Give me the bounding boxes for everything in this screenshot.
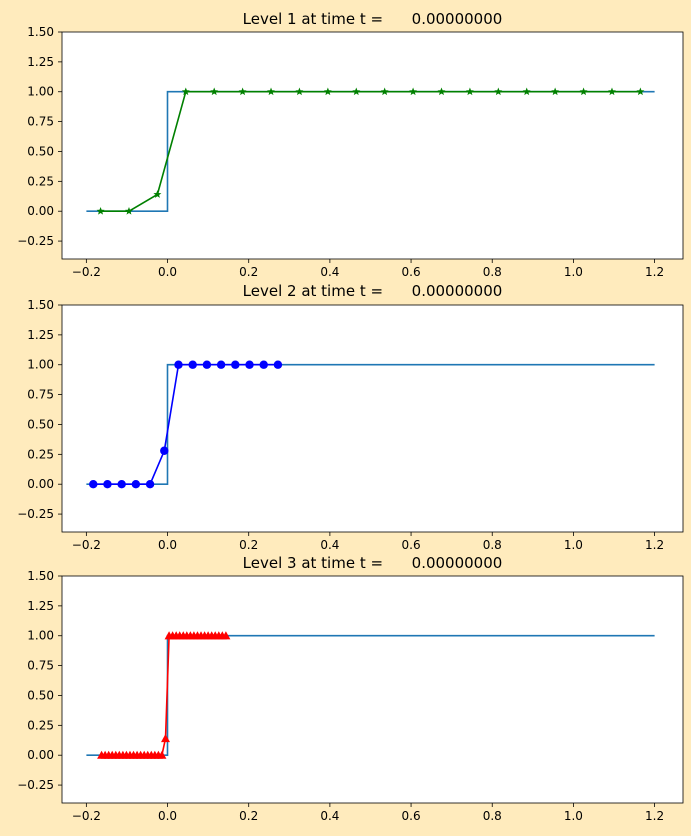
x-tick-label: 0.4 — [320, 809, 339, 823]
y-tick-label: 0.00 — [27, 204, 54, 218]
x-tick-label: 1.0 — [564, 265, 583, 279]
x-tick-label: 0.4 — [320, 265, 339, 279]
y-tick-label: 0.25 — [27, 447, 54, 461]
data-point — [188, 360, 197, 369]
data-point — [409, 87, 418, 96]
data-point — [89, 480, 98, 489]
x-tick-label: 0.6 — [402, 538, 421, 552]
data-point — [117, 480, 126, 489]
data-point — [221, 631, 231, 640]
data-point — [161, 733, 170, 743]
chart-title: Level 3 at time t = 0.00000000 — [243, 554, 503, 572]
data-point — [522, 87, 531, 96]
chart-panel-3: Level 3 at time t = 0.00000000 −0.2 0.0 0.2… — [17, 554, 684, 823]
approximation-line — [100, 90, 641, 212]
data-point — [608, 87, 616, 96]
x-tick-label: −0.2 — [72, 809, 101, 823]
data-point — [153, 190, 162, 198]
y-tick-label: 1.25 — [27, 599, 54, 613]
data-point — [160, 446, 169, 455]
data-point — [145, 480, 155, 489]
y-tick-label: 1.00 — [27, 629, 54, 643]
y-tick-label: 0.25 — [27, 174, 54, 188]
data-point — [636, 87, 645, 96]
data-point — [245, 360, 254, 369]
y-tick-label: 0.00 — [27, 748, 54, 762]
data-point — [131, 480, 141, 489]
data-point — [259, 360, 268, 369]
x-tick-label: 1.0 — [564, 809, 583, 823]
y-tick-label: 1.25 — [27, 328, 54, 342]
y-tick-label: −0.25 — [17, 507, 54, 521]
data-point — [437, 87, 446, 96]
data-point — [96, 207, 105, 215]
data-point — [238, 87, 247, 96]
x-tick-label: 0.2 — [239, 809, 258, 823]
data-point — [551, 87, 560, 96]
y-tick-label: 0.00 — [27, 477, 54, 491]
plot-area — [62, 576, 683, 803]
data-point — [216, 360, 226, 369]
x-tick-label: 0.8 — [483, 809, 502, 823]
data-point — [181, 87, 190, 96]
x-tick-label: 1.2 — [645, 265, 664, 279]
data-point — [273, 360, 283, 369]
y-tick-label: 1.50 — [27, 298, 54, 312]
chart-title: Level 2 at time t = 0.00000000 — [243, 282, 503, 300]
y-tick-label: 1.50 — [27, 569, 54, 583]
data-point — [579, 87, 588, 96]
plot-frame — [61, 575, 684, 804]
data-point — [157, 750, 167, 759]
data-point — [210, 87, 219, 96]
plot-area — [62, 305, 683, 532]
data-point — [494, 87, 503, 96]
data-point — [295, 87, 304, 96]
plot-frame — [61, 31, 684, 260]
x-tick-label: 1.2 — [645, 809, 664, 823]
y-tick-label: −0.25 — [17, 778, 54, 792]
data-point — [202, 360, 212, 369]
data-point — [125, 207, 133, 215]
x-tick-label: 0.4 — [320, 538, 339, 552]
y-tick-label: −0.25 — [17, 234, 54, 248]
plot-frame — [61, 304, 684, 533]
chart-title: Level 1 at time t = 0.00000000 — [243, 10, 503, 28]
x-tick-label: 0.6 — [402, 809, 421, 823]
y-tick-label: 1.25 — [27, 55, 54, 69]
y-tick-label: 1.00 — [27, 358, 54, 372]
x-tick-label: −0.2 — [72, 265, 101, 279]
y-tick-label: 0.50 — [27, 417, 54, 431]
x-tick-label: 0.0 — [158, 538, 177, 552]
plot-area — [62, 32, 683, 259]
x-tick-label: 0.0 — [158, 809, 177, 823]
y-tick-label: 0.50 — [27, 144, 54, 158]
y-tick-label: 1.00 — [27, 85, 54, 99]
y-tick-label: 0.75 — [27, 388, 54, 402]
y-tick-label: 0.50 — [27, 688, 54, 702]
x-tick-label: 1.0 — [564, 538, 583, 552]
chart-panel-1: Level 1 at time t = 0.00000000 −0.2 0.0 0.2… — [17, 10, 684, 279]
x-tick-label: 0.2 — [239, 538, 258, 552]
data-point — [231, 360, 240, 369]
data-point — [103, 480, 112, 489]
data-point — [380, 87, 389, 96]
y-tick-label: 0.75 — [27, 115, 54, 129]
x-tick-label: 0.8 — [483, 265, 502, 279]
data-point — [267, 87, 275, 96]
x-tick-label: 1.2 — [645, 538, 664, 552]
data-point — [174, 360, 183, 369]
x-tick-label: 0.2 — [239, 265, 258, 279]
x-tick-label: 0.6 — [402, 265, 421, 279]
x-tick-label: 0.8 — [483, 538, 502, 552]
data-point — [352, 87, 361, 96]
data-point — [323, 87, 332, 96]
x-tick-label: −0.2 — [72, 538, 101, 552]
chart-panel-2: Level 2 at time t = 0.00000000 −0.2 0.0 0.2… — [17, 282, 684, 552]
y-tick-label: 0.75 — [27, 659, 54, 673]
y-tick-label: 0.25 — [27, 718, 54, 732]
x-tick-label: 0.0 — [158, 265, 177, 279]
y-tick-label: 1.50 — [27, 25, 54, 39]
data-point — [465, 87, 474, 96]
